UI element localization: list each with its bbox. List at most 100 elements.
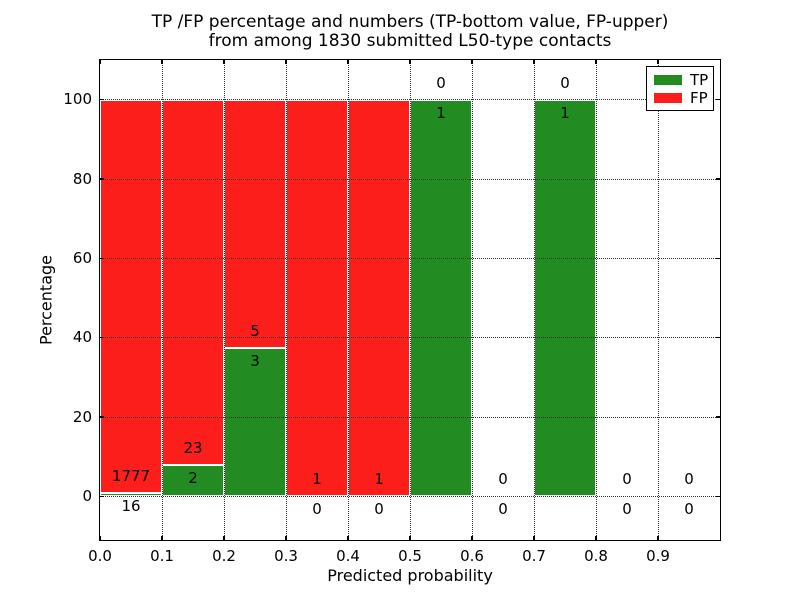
plot-area: 1777 16 23 2 5 3 1 0 1 0 0 1 0 0 0 1 0 0 0 0 TP FP — [99, 60, 720, 540]
legend-entry-fp: FP — [654, 90, 713, 106]
x-tick-mark-top — [533, 60, 535, 64]
fp-count-label: 0 — [622, 470, 632, 489]
y-tick-label: 20 — [72, 407, 92, 426]
x-tick-mark-top — [409, 60, 411, 64]
tp-count-label: 2 — [188, 468, 198, 487]
grid-layer — [100, 60, 720, 540]
fp-bar-segment — [348, 99, 410, 497]
x-tick-mark — [471, 536, 473, 540]
x-tick-mark — [533, 536, 535, 540]
x-tick-label: 0.0 — [88, 547, 112, 565]
x-tick-mark — [657, 536, 659, 540]
v-gridline — [533, 60, 535, 540]
x-tick-label: 0.1 — [150, 547, 174, 565]
fp-legend-label: FP — [690, 89, 708, 107]
bars-layer — [100, 60, 720, 540]
x-tick-label: 0.4 — [336, 547, 360, 565]
x-tick-mark-top — [223, 60, 225, 64]
x-tick-mark — [99, 536, 101, 540]
tp-bar-segment — [410, 99, 472, 497]
x-tick-mark-top — [285, 60, 287, 64]
y-tick-label: 0 — [82, 486, 92, 505]
x-tick-label: 0.5 — [398, 547, 422, 565]
fp-count-label: 0 — [684, 470, 694, 489]
y-tick-label: 60 — [72, 248, 92, 267]
fp-count-label: 0 — [560, 73, 570, 92]
x-tick-mark — [223, 536, 225, 540]
fp-count-label: 1 — [374, 470, 384, 489]
tp-count-label: 16 — [121, 496, 141, 515]
tp-count-label: 0 — [374, 500, 384, 519]
v-gridline — [223, 60, 225, 540]
chart-title-line2: from among 1830 submitted L50-type conta… — [208, 31, 612, 51]
x-tick-label: 0.7 — [522, 547, 546, 565]
x-tick-mark — [409, 536, 411, 540]
v-gridline — [285, 60, 287, 540]
fp-count-label: 0 — [436, 73, 446, 92]
fp-count-label: 23 — [183, 438, 203, 457]
tick-marks-layer — [99, 60, 720, 540]
annotations-layer: 1777 16 23 2 5 3 1 0 1 0 0 1 0 0 0 1 0 0 0 0 — [100, 60, 720, 540]
tp-legend-label: TP — [690, 71, 709, 89]
legend: TP FP — [646, 66, 714, 111]
y-tick-mark-right — [716, 336, 720, 339]
chart-title-line1: TP /FP percentage and numbers (TP-bottom… — [151, 12, 669, 32]
y-tick-mark-right — [716, 495, 720, 498]
legend-entry-tp: TP — [654, 72, 713, 88]
x-tick-mark-top — [347, 60, 349, 64]
x-tick-mark-top — [99, 60, 101, 64]
x-tick-mark — [595, 536, 597, 540]
y-tick-mark — [100, 495, 104, 498]
y-tick-mark — [100, 178, 104, 180]
chart-title: TP /FP percentage and numbers (TP-bottom… — [100, 13, 720, 51]
x-tick-label: 0.2 — [212, 547, 236, 565]
y-tick-mark — [100, 336, 104, 339]
y-tick-label: 40 — [72, 328, 92, 347]
x-tick-mark-top — [595, 60, 597, 64]
tp-count-label: 0 — [498, 500, 508, 519]
v-gridline — [657, 60, 659, 540]
fp-count-label: 1 — [312, 470, 322, 489]
fp-count-label: 5 — [250, 321, 260, 340]
x-tick-mark — [161, 536, 163, 540]
y-tick-mark-right — [716, 257, 720, 260]
y-tick-mark-right — [716, 178, 720, 180]
y-tick-mark-right — [716, 416, 720, 418]
tp-count-label: 1 — [560, 103, 570, 122]
v-gridline — [471, 60, 473, 540]
y-axis-label: Percentage — [36, 254, 56, 346]
v-gridline — [347, 60, 349, 540]
fp-count-label: 1777 — [111, 466, 151, 485]
fp-bar-segment — [286, 99, 348, 497]
v-gridline — [595, 60, 597, 540]
tp-count-label: 0 — [684, 500, 694, 519]
fp-legend-swatch-icon — [654, 93, 682, 103]
y-tick-label: 80 — [72, 169, 92, 188]
tp-count-label: 3 — [250, 351, 260, 370]
y-tick-mark — [100, 257, 104, 260]
v-gridline — [409, 60, 411, 540]
tp-count-label: 1 — [436, 103, 446, 122]
fp-bar-segment — [224, 99, 286, 348]
x-tick-label: 0.3 — [274, 547, 298, 565]
x-tick-mark — [285, 536, 287, 540]
tp-legend-swatch-icon — [654, 75, 682, 85]
x-tick-label: 0.9 — [646, 547, 670, 565]
y-tick-mark — [100, 98, 104, 101]
x-axis-label: Predicted probability — [327, 566, 493, 585]
tp-bar-segment — [534, 99, 596, 497]
v-gridline — [161, 60, 163, 540]
x-tick-mark-top — [471, 60, 473, 64]
y-tick-mark-right — [716, 98, 720, 101]
y-tick-label: 100 — [63, 90, 92, 109]
x-tick-mark-top — [161, 60, 163, 64]
tp-count-label: 0 — [312, 500, 322, 519]
fp-count-label: 0 — [498, 470, 508, 489]
x-tick-mark — [347, 536, 349, 540]
tp-count-label: 0 — [622, 500, 632, 519]
y-tick-mark — [100, 416, 104, 418]
x-tick-mark-top — [657, 60, 659, 64]
x-tick-label: 0.8 — [584, 547, 608, 565]
x-tick-label: 0.6 — [460, 547, 484, 565]
